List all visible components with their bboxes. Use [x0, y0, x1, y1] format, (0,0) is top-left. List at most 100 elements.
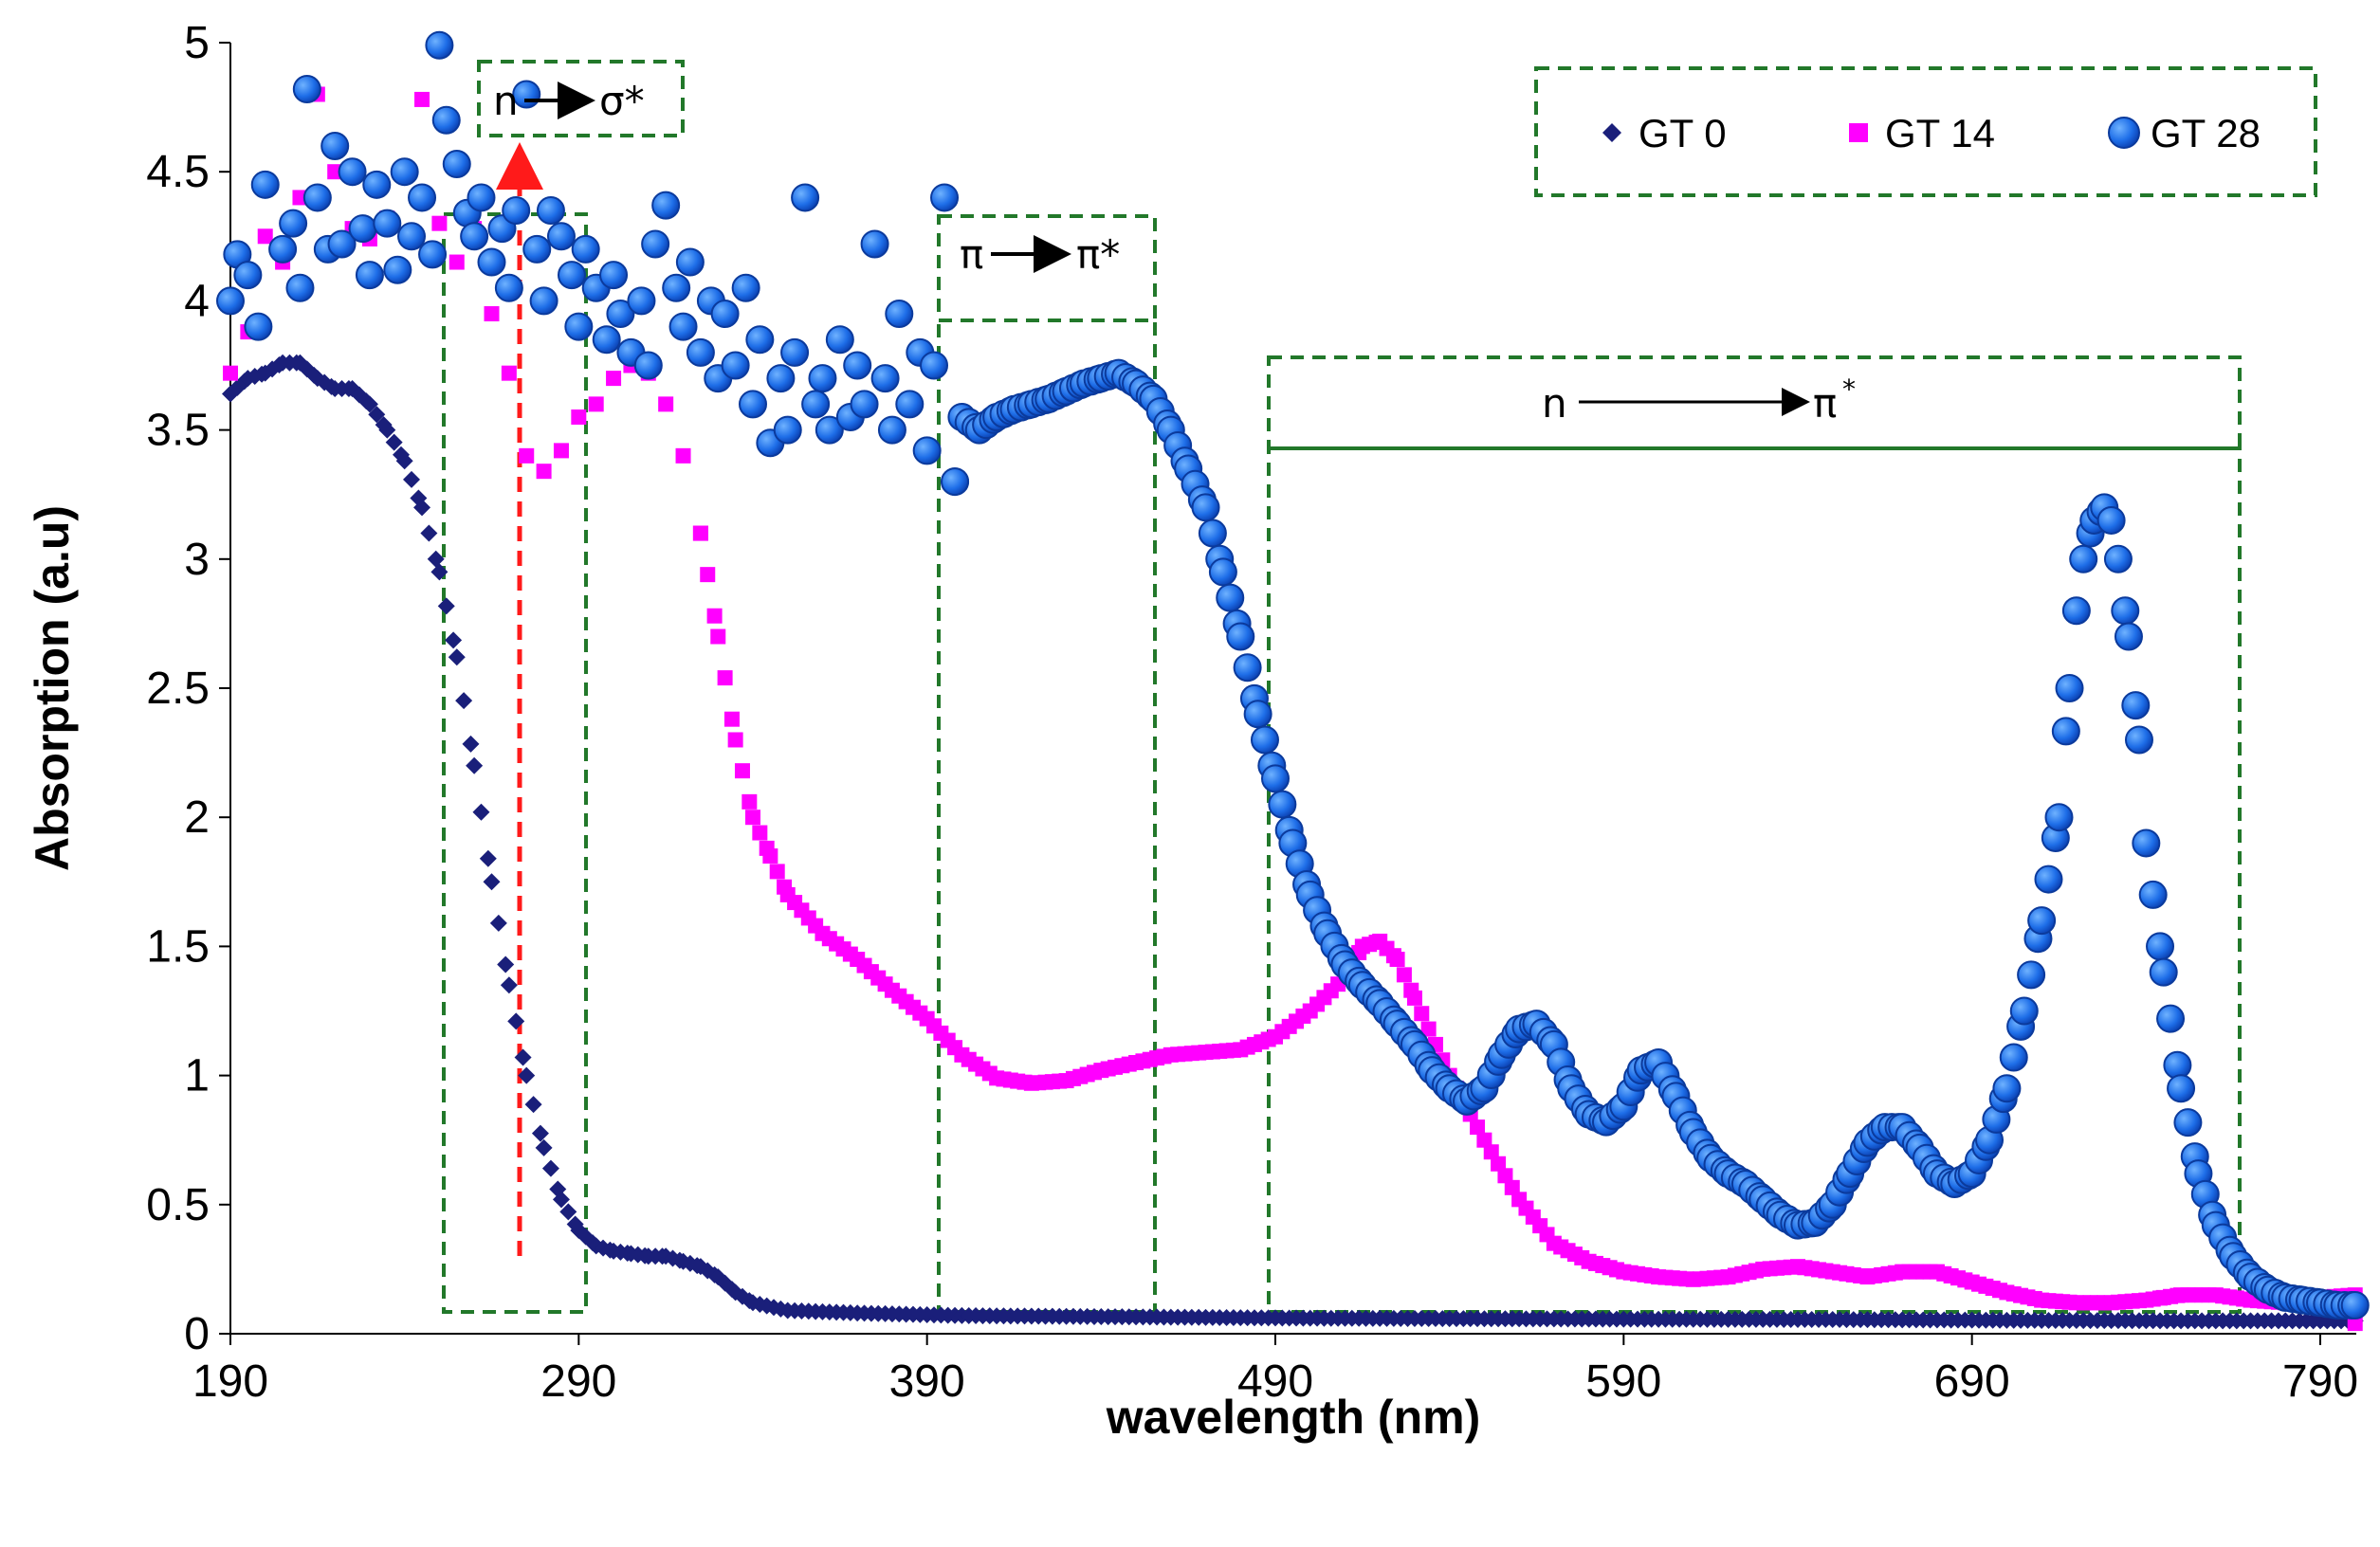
legend-box — [1534, 66, 2317, 197]
data-point — [507, 1012, 525, 1030]
data-point — [2167, 1074, 2196, 1103]
data-point — [2347, 1316, 2363, 1332]
data-point — [808, 364, 837, 393]
annotation-frames — [442, 60, 2242, 1314]
data-point — [223, 365, 238, 381]
legend-label: GT 14 — [1885, 111, 1995, 155]
y-tick-label: 5 — [184, 18, 210, 68]
data-point — [1999, 1043, 2028, 1072]
data-point — [1198, 519, 1227, 548]
pi-pi-prefix: π — [960, 231, 983, 278]
data-point — [338, 157, 367, 187]
data-point — [395, 452, 413, 470]
data-point — [431, 105, 461, 135]
data-point — [279, 209, 308, 238]
data-point — [2173, 1108, 2203, 1138]
y-tick-label: 0.5 — [146, 1180, 210, 1230]
data-point — [912, 436, 942, 465]
data-point — [860, 229, 889, 259]
y-tick-label: 1.5 — [146, 921, 210, 972]
pi-pi-region-box — [937, 318, 1157, 1314]
data-point — [449, 254, 465, 270]
data-point — [752, 825, 768, 841]
data-point — [1268, 790, 1297, 819]
data-point — [2163, 1050, 2192, 1080]
data-point — [1491, 1156, 1507, 1172]
data-point — [692, 525, 708, 541]
data-point — [745, 325, 775, 355]
data-point — [599, 261, 629, 290]
data-point — [658, 396, 674, 412]
pi-pi-label-box — [937, 214, 1157, 322]
data-point — [843, 351, 872, 380]
data-point — [571, 234, 600, 264]
data-point — [1470, 1119, 1486, 1136]
data-point — [229, 378, 247, 396]
data-point — [362, 170, 392, 199]
data-point — [1389, 952, 1405, 968]
data-point — [414, 91, 430, 107]
data-point — [437, 597, 455, 615]
data-point — [700, 567, 716, 583]
data-point — [536, 196, 565, 226]
y-tick-label: 3.5 — [146, 406, 210, 456]
data-point — [327, 229, 357, 259]
y-tick-label: 2.5 — [146, 664, 210, 714]
data-point — [2149, 957, 2178, 987]
data-point — [801, 390, 831, 419]
data-point — [216, 286, 245, 316]
data-point — [662, 273, 691, 302]
data-point — [773, 415, 802, 445]
data-point — [1420, 1021, 1437, 1037]
x-tick-label: 690 — [1934, 1356, 2010, 1407]
y-tick-label: 4.5 — [146, 147, 210, 197]
data-point — [397, 222, 427, 251]
data-point — [519, 447, 535, 464]
data-point — [483, 873, 501, 891]
x-tick-label: 490 — [1237, 1356, 1313, 1407]
data-point — [445, 631, 463, 649]
data-point — [557, 261, 586, 290]
data-point — [1243, 700, 1272, 729]
data-point — [467, 183, 496, 212]
data-point — [870, 364, 900, 393]
data-point — [1504, 1179, 1520, 1195]
n-sigma-prefix: n — [493, 78, 519, 124]
data-point — [385, 433, 403, 451]
data-point — [484, 306, 500, 322]
data-point — [489, 914, 507, 932]
x-tick-label: 790 — [2282, 1356, 2358, 1407]
data-point — [559, 1203, 577, 1221]
data-point — [403, 470, 421, 488]
legend-marker — [1602, 123, 1621, 142]
data-point — [686, 337, 715, 367]
data-point — [766, 364, 796, 393]
data-point — [721, 351, 750, 380]
legend-label: GT 0 — [1639, 111, 1727, 155]
data-point — [877, 415, 906, 445]
data-point — [2146, 932, 2175, 961]
data-point — [1396, 967, 1412, 983]
data-point — [641, 229, 670, 259]
data-point — [791, 183, 820, 212]
data-point — [920, 351, 949, 380]
data-point — [895, 390, 925, 419]
data-point — [2124, 725, 2153, 755]
data-point — [675, 247, 705, 277]
legend-label: GT 28 — [2151, 111, 2261, 155]
y-ticks: 0 0.5 1 1.5 2 2.5 3 3.5 4 4.5 5 — [146, 18, 230, 1359]
data-point — [466, 756, 484, 774]
data-point — [553, 443, 569, 459]
n-pi-region-box — [1267, 446, 2242, 1314]
data-point — [2096, 505, 2126, 535]
data-point — [745, 810, 760, 826]
data-point — [723, 711, 740, 727]
data-point — [360, 395, 378, 413]
data-point — [250, 170, 280, 199]
n-pi-superscript: * — [1842, 373, 1856, 405]
data-point — [2156, 1004, 2186, 1033]
data-point — [1208, 557, 1237, 587]
data-point — [731, 273, 760, 302]
data-point — [455, 692, 473, 710]
data-point — [741, 793, 758, 810]
